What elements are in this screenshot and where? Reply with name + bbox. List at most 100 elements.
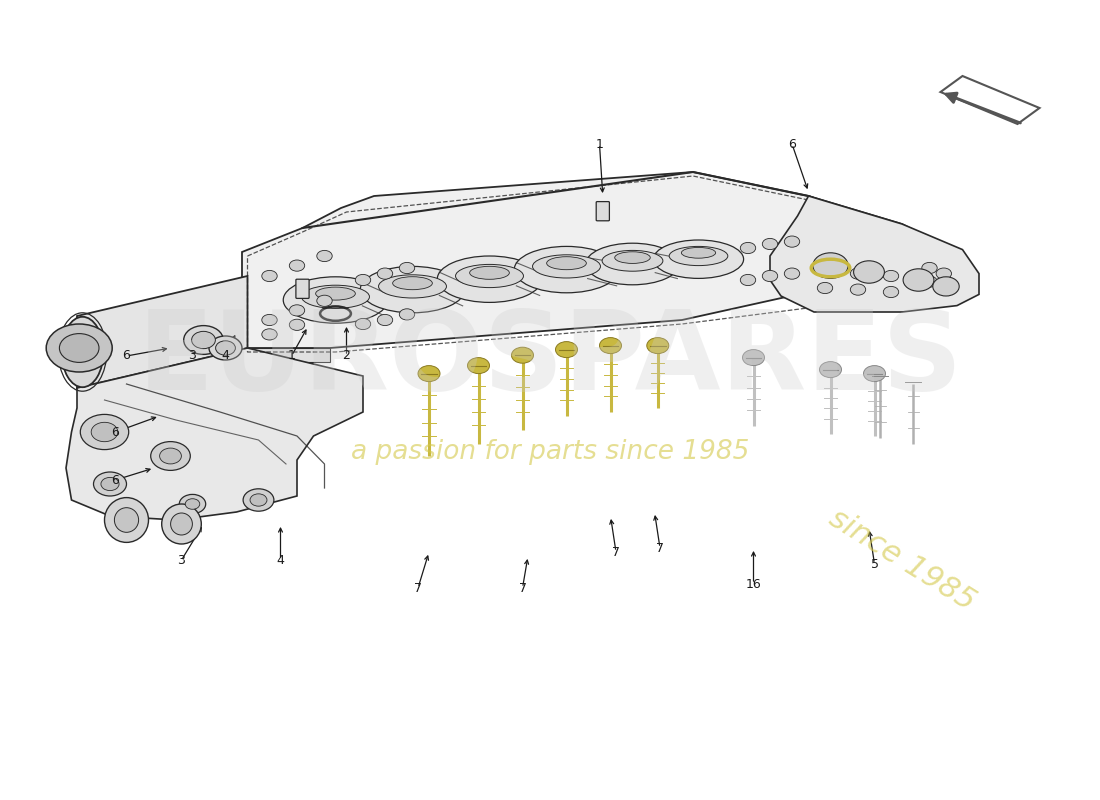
Circle shape (468, 358, 490, 374)
Circle shape (216, 341, 235, 355)
Circle shape (817, 266, 833, 278)
Ellipse shape (615, 252, 650, 263)
Circle shape (262, 329, 277, 340)
Circle shape (600, 338, 621, 354)
Circle shape (377, 268, 393, 279)
Circle shape (185, 498, 200, 510)
Ellipse shape (361, 266, 464, 313)
Circle shape (91, 422, 118, 442)
Circle shape (817, 282, 833, 294)
Circle shape (243, 489, 274, 511)
Ellipse shape (653, 240, 744, 278)
Text: 3: 3 (177, 554, 186, 566)
FancyBboxPatch shape (296, 279, 309, 298)
FancyBboxPatch shape (596, 202, 609, 221)
Circle shape (262, 314, 277, 326)
Text: 2: 2 (342, 350, 351, 362)
Circle shape (399, 309, 415, 320)
Text: 7: 7 (518, 582, 527, 594)
Polygon shape (66, 348, 363, 520)
Circle shape (80, 414, 129, 450)
Ellipse shape (301, 286, 370, 309)
Text: 6: 6 (111, 474, 120, 486)
Text: 1: 1 (287, 350, 296, 362)
Ellipse shape (515, 246, 618, 293)
Circle shape (813, 253, 848, 278)
Circle shape (740, 274, 756, 286)
Ellipse shape (455, 264, 524, 288)
Circle shape (399, 262, 415, 274)
Circle shape (762, 270, 778, 282)
Circle shape (883, 286, 899, 298)
Polygon shape (242, 348, 330, 362)
Circle shape (742, 350, 764, 366)
Circle shape (883, 270, 899, 282)
Circle shape (762, 238, 778, 250)
Circle shape (262, 270, 277, 282)
Circle shape (922, 262, 937, 274)
Circle shape (184, 326, 223, 354)
Ellipse shape (438, 256, 541, 302)
Circle shape (820, 362, 842, 378)
Text: 4: 4 (276, 554, 285, 566)
Circle shape (647, 338, 669, 354)
Text: 1: 1 (595, 138, 604, 150)
Text: 7: 7 (656, 542, 664, 554)
Circle shape (933, 277, 959, 296)
Circle shape (850, 284, 866, 295)
Text: 16: 16 (746, 578, 761, 590)
Ellipse shape (681, 247, 716, 258)
Text: 6: 6 (122, 350, 131, 362)
Circle shape (59, 334, 99, 362)
Circle shape (377, 314, 393, 326)
Ellipse shape (602, 250, 663, 271)
Circle shape (94, 472, 126, 496)
Ellipse shape (393, 277, 432, 290)
Circle shape (317, 250, 332, 262)
Circle shape (784, 236, 800, 247)
Text: since 1985: since 1985 (824, 503, 980, 617)
Ellipse shape (170, 513, 192, 535)
Circle shape (46, 324, 112, 372)
Circle shape (556, 342, 578, 358)
Circle shape (101, 478, 119, 490)
Circle shape (740, 242, 756, 254)
Ellipse shape (284, 277, 387, 323)
Circle shape (191, 331, 216, 349)
Ellipse shape (316, 287, 355, 300)
Ellipse shape (62, 317, 103, 387)
Text: EUROSPARES: EUROSPARES (138, 306, 962, 414)
Circle shape (355, 318, 371, 330)
Circle shape (903, 269, 934, 291)
Text: 7: 7 (612, 546, 620, 558)
Text: 7: 7 (414, 582, 422, 594)
Circle shape (179, 494, 206, 514)
Ellipse shape (585, 243, 680, 285)
Text: 4: 4 (221, 350, 230, 362)
Ellipse shape (669, 246, 728, 266)
Ellipse shape (547, 257, 586, 270)
Circle shape (922, 276, 937, 287)
Circle shape (289, 305, 305, 316)
Polygon shape (77, 276, 248, 388)
Circle shape (289, 319, 305, 330)
Circle shape (936, 281, 952, 292)
Circle shape (250, 494, 267, 506)
Circle shape (784, 268, 800, 279)
Ellipse shape (114, 508, 139, 532)
Polygon shape (242, 172, 974, 348)
Text: 3: 3 (188, 350, 197, 362)
Text: 6: 6 (788, 138, 796, 150)
Polygon shape (770, 196, 979, 312)
Circle shape (418, 366, 440, 382)
Text: a passion for parts since 1985: a passion for parts since 1985 (351, 439, 749, 465)
Text: 6: 6 (111, 426, 120, 438)
Circle shape (512, 347, 534, 363)
Ellipse shape (470, 266, 509, 279)
Circle shape (160, 448, 182, 464)
Ellipse shape (378, 274, 447, 298)
Circle shape (854, 261, 884, 283)
Circle shape (355, 274, 371, 286)
Circle shape (864, 366, 886, 382)
Ellipse shape (104, 498, 148, 542)
